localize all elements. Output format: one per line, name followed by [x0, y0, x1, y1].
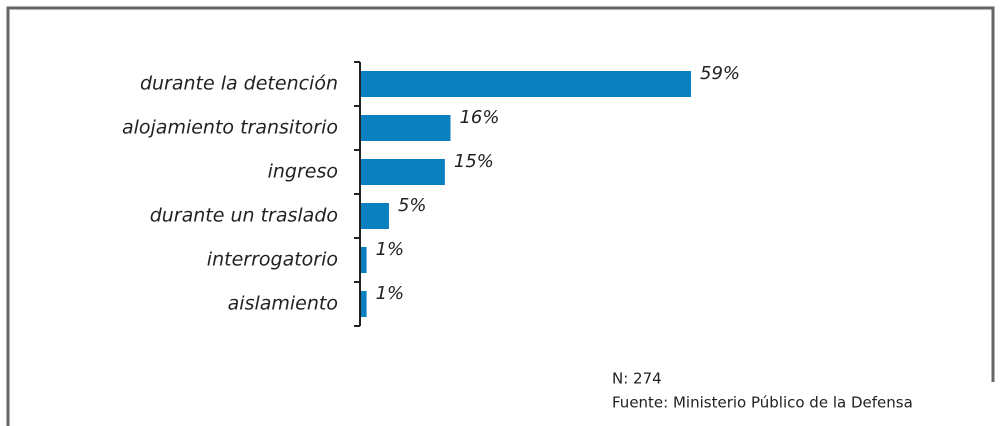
category-label: durante la detención — [140, 73, 338, 95]
value-label: 1% — [376, 239, 405, 260]
note: N: 274 — [612, 370, 662, 388]
value-label: 59% — [700, 63, 740, 84]
category-label: ingreso — [268, 161, 338, 183]
bar — [361, 159, 445, 185]
bar — [361, 247, 367, 273]
value-label: 15% — [454, 151, 494, 172]
category-label: aislamiento — [228, 293, 338, 315]
category-label: interrogatorio — [207, 249, 338, 271]
value-label: 16% — [459, 107, 499, 128]
frame — [6, 6, 995, 426]
value-label: 1% — [376, 283, 405, 304]
bar — [361, 115, 451, 141]
value-label: 5% — [398, 195, 427, 216]
category-label: alojamiento transitorio — [122, 117, 338, 139]
bar — [361, 203, 389, 229]
note: Fuente: Ministerio Público de la Defensa — [612, 394, 913, 412]
category-label: durante un traslado — [150, 205, 338, 227]
bar — [361, 71, 691, 97]
bar — [361, 291, 367, 317]
